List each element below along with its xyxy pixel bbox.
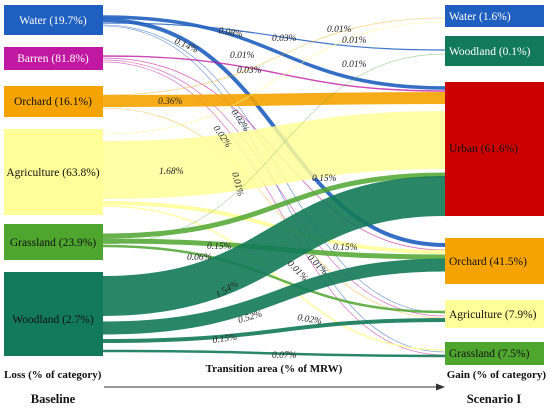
node-left-orchard	[4, 86, 103, 117]
flow-label-water-wood-2: 0.03%	[272, 34, 297, 44]
node-right-water	[445, 5, 544, 27]
flow-orchard-water	[102, 17, 446, 96]
flow-label-grass-orchard-1: 0.15%	[207, 242, 232, 252]
node-left-agri-label: Agriculture (63.8%)	[6, 167, 99, 179]
node-right-agri-label: Agriculture (7.9%)	[449, 309, 537, 321]
flows	[102, 15, 446, 358]
flow-label-grass-orchard-2: 0.15%	[333, 243, 358, 253]
flow-label-barren-2: 0.03%	[237, 66, 262, 76]
node-left-orchard-label: Orchard (16.1%)	[14, 96, 92, 108]
axis-label-right: Gain (% of category)	[447, 369, 547, 381]
axis-label-center: Transition area (% of MRW)	[206, 363, 343, 375]
left-nodes: Water (19.7%) Barren (81.8%) Orchard (16…	[4, 5, 103, 356]
flow-water-urban	[102, 15, 446, 90]
flow-barren-urban	[102, 55, 446, 92]
node-left-barren	[4, 47, 103, 70]
flow-label-grass-agri: 0.06%	[187, 253, 212, 263]
flow-orchard-agri	[102, 107, 446, 319]
node-right-wood	[445, 36, 544, 66]
flow-label-top-2: 0.01%	[342, 36, 367, 46]
node-right-orchard-label: Orchard (41.5%)	[449, 256, 527, 268]
node-left-water-label: Water (19.7%)	[19, 15, 87, 27]
node-right-grass-label: Grassland (7.5%)	[449, 348, 530, 360]
node-right-urban-label: Urban (61.6%)	[449, 143, 518, 155]
flow-barren-grass	[102, 61, 446, 356]
node-right-urban	[445, 82, 544, 216]
footer-label-baseline: Baseline	[31, 392, 76, 406]
node-left-agri	[4, 129, 103, 215]
node-right-grass	[445, 342, 544, 365]
node-right-wood-label: Woodland (0.1%)	[449, 46, 531, 58]
flow-barren-agri	[102, 59, 446, 317]
node-left-grass	[4, 224, 103, 260]
flow-grass-urban	[102, 172, 446, 239]
flow-orchard-urban	[102, 92, 446, 107]
node-right-agri	[445, 300, 544, 328]
flow-label-wood-grass-1: 0.15%	[212, 333, 238, 346]
flow-label-water-wood-1: 0.08%	[217, 26, 243, 40]
flow-grass-agri	[102, 244, 446, 314]
flow-label-agri-urban: 1.68%	[159, 167, 184, 177]
flow-label-grass-urban: 0.15%	[312, 174, 337, 184]
flow-label-top-3: 0.01%	[342, 60, 367, 70]
flow-agri-water	[102, 21, 446, 135]
flow-label-wood-grass-2: 0.07%	[272, 351, 297, 361]
flow-grass-wood	[102, 53, 446, 245]
flow-label-mid-5: 0.01%	[305, 253, 329, 277]
flow-label-mid-4: 0.01%	[285, 259, 309, 283]
flow-wood-urban	[102, 176, 446, 316]
node-left-wood-label: Woodland (2.7%)	[12, 314, 94, 326]
flow-label-wood-agri: 0.02%	[296, 313, 322, 327]
node-right-orchard	[445, 238, 544, 284]
node-right-water-label: Water (1.6%)	[449, 11, 511, 23]
flow-agri-urban	[102, 111, 446, 199]
flow-water-grass	[102, 25, 446, 353]
node-left-wood	[4, 272, 103, 356]
flow-water-woodland	[102, 22, 446, 51]
node-left-water	[4, 5, 103, 35]
flow-wood-orchard	[102, 258, 446, 335]
flow-wood-grass	[102, 349, 446, 358]
axis-label-left: Loss (% of category)	[4, 369, 102, 381]
footer-label-scenario: Scenario I	[467, 392, 522, 406]
arrow-head-icon	[436, 383, 445, 391]
flow-label-orchard-urban: 0.36%	[158, 97, 183, 107]
flow-label-top-1: 0.01%	[327, 25, 352, 35]
node-left-barren-label: Barren (81.8%)	[17, 53, 89, 65]
flow-label-barren-1: 0.01%	[230, 51, 255, 61]
flow-wood-agri	[102, 318, 446, 343]
node-left-grass-label: Grassland (23.9%)	[10, 237, 96, 249]
right-nodes: Water (1.6%) Woodland (0.1%) Urban (61.6…	[445, 5, 544, 365]
scenario-arrow	[104, 383, 445, 391]
